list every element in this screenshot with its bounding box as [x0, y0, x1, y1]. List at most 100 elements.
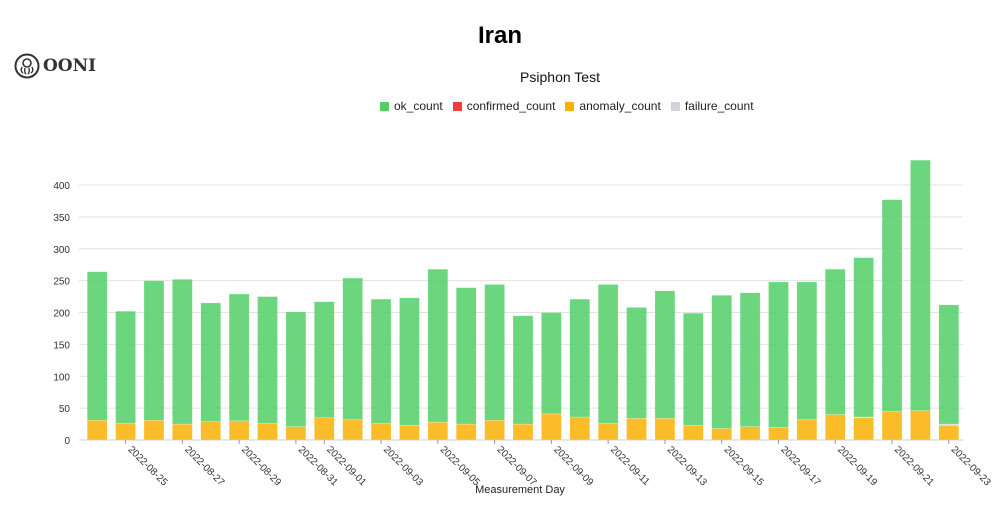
bar-ok-count	[569, 298, 591, 418]
bar-anomaly-count	[768, 427, 789, 441]
bar-anomaly-count	[796, 419, 818, 441]
x-tick-label: 2022-08-29	[239, 444, 283, 488]
legend-item-failure-count[interactable]: failure_count	[670, 99, 754, 113]
bar-anomaly-count	[654, 418, 676, 441]
legend-item-ok-count[interactable]: ok_count	[380, 99, 443, 113]
bar-ok-count	[143, 280, 165, 421]
bar-anomaly-count	[910, 410, 931, 441]
bar-ok-count	[200, 302, 221, 422]
bar-ok-count	[172, 279, 193, 425]
x-tick-label: 2022-08-27	[182, 444, 226, 488]
legend-swatch	[565, 101, 575, 111]
bar-anomaly-count	[597, 423, 619, 441]
bar-anomaly-count	[711, 428, 732, 441]
bar-ok-count	[768, 281, 789, 428]
x-tick-label: 2022-09-21	[892, 444, 936, 488]
bar-ok-count	[881, 199, 903, 412]
bar-ok-count	[257, 296, 278, 424]
y-tick-label: 200	[53, 309, 70, 320]
legend-item-confirmed-count[interactable]: confirmed_count	[452, 99, 556, 113]
bar-anomaly-count	[200, 421, 221, 441]
bar-ok-count	[484, 284, 505, 421]
bar-ok-count	[370, 298, 392, 424]
bar-anomaly-count	[484, 419, 505, 441]
ooni-logo: OONI	[14, 53, 96, 79]
bar-anomaly-count	[228, 420, 250, 441]
legend-item-anomaly-count[interactable]: anomaly_count	[565, 99, 661, 113]
bar-anomaly-count	[455, 423, 477, 441]
bar-ok-count	[796, 281, 818, 420]
x-tick-label: 2022-09-15	[722, 444, 766, 488]
legend-swatch	[380, 101, 389, 111]
x-tick-label: 2022-09-17	[778, 444, 822, 488]
x-tick-label: 2022-09-23	[949, 444, 993, 488]
bar-ok-count	[314, 301, 335, 418]
chart-title: Iran	[477, 22, 522, 49]
bar-anomaly-count	[739, 426, 761, 441]
legend-label: ok_count	[394, 99, 443, 113]
chart-subtitle: Psiphon Test	[520, 69, 600, 85]
logo-text: OONI	[43, 56, 97, 76]
bar-ok-count	[938, 304, 960, 425]
x-tick-label: 2022-09-13	[665, 444, 709, 488]
y-tick-label: 300	[53, 245, 70, 256]
bar-anomaly-count	[86, 419, 108, 441]
bar-anomaly-count	[881, 411, 903, 441]
bar-ok-count	[342, 277, 363, 420]
bar-ok-count	[683, 312, 704, 426]
octopus-logo-icon	[14, 53, 40, 79]
y-tick-label: 50	[59, 404, 71, 415]
bar-anomaly-count	[143, 419, 165, 441]
bar-anomaly-count	[314, 417, 335, 441]
x-tick-label: 2022-09-19	[835, 444, 879, 488]
legend-label: confirmed_count	[466, 99, 556, 113]
bar-anomaly-count	[115, 423, 136, 441]
x-tick-label: 2022-09-05	[438, 444, 482, 488]
x-tick-label: 2022-09-09	[551, 444, 595, 488]
legend: ok_count confirmed_count anomaly_count fail…	[380, 99, 754, 113]
bar-anomaly-count	[172, 423, 193, 441]
bar-ok-count	[739, 292, 761, 427]
bar-anomaly-count	[512, 423, 534, 441]
y-tick-label: 350	[53, 213, 70, 224]
bar-ok-count	[597, 284, 619, 424]
y-tick-label: 400	[53, 181, 70, 192]
legend-label: anomaly_count	[579, 99, 661, 113]
bar-ok-count	[626, 307, 647, 419]
bar-anomaly-count	[427, 421, 449, 441]
bar-anomaly-count	[853, 417, 874, 441]
bar-ok-count	[399, 297, 420, 426]
bar-anomaly-count	[399, 425, 420, 441]
bar-ok-count	[711, 295, 732, 429]
x-tick-label: 2022-09-03	[381, 444, 425, 488]
bar-ok-count	[910, 159, 931, 411]
y-tick-label: 250	[53, 277, 70, 288]
bar-anomaly-count	[257, 423, 278, 441]
bar-anomaly-count	[342, 419, 363, 441]
bar-ok-count	[541, 312, 562, 415]
x-tick-label: 2022-08-25	[125, 444, 169, 488]
y-tick-label: 100	[53, 372, 70, 383]
legend-swatch	[670, 101, 680, 111]
bar-anomaly-count	[285, 426, 307, 441]
bar-ok-count	[115, 310, 136, 424]
bar-ok-count	[86, 271, 108, 421]
bar-ok-count	[427, 268, 449, 423]
x-tick-label: 2022-09-07	[494, 444, 538, 488]
legend-swatch	[452, 101, 462, 111]
bar-ok-count	[228, 293, 250, 422]
bar-anomaly-count	[541, 413, 562, 441]
legend-label: failure_count	[684, 99, 754, 113]
bar-anomaly-count	[683, 425, 704, 441]
bar-ok-count	[825, 268, 846, 415]
y-tick-label: 150	[53, 340, 70, 351]
bar-anomaly-count	[626, 418, 647, 441]
bar-anomaly-count	[569, 416, 591, 441]
bar-ok-count	[654, 290, 676, 419]
y-tick-label: 0	[64, 436, 70, 447]
bar-anomaly-count	[370, 423, 392, 441]
bar-ok-count	[512, 315, 534, 425]
x-tick-label: 2022-09-11	[608, 444, 652, 488]
